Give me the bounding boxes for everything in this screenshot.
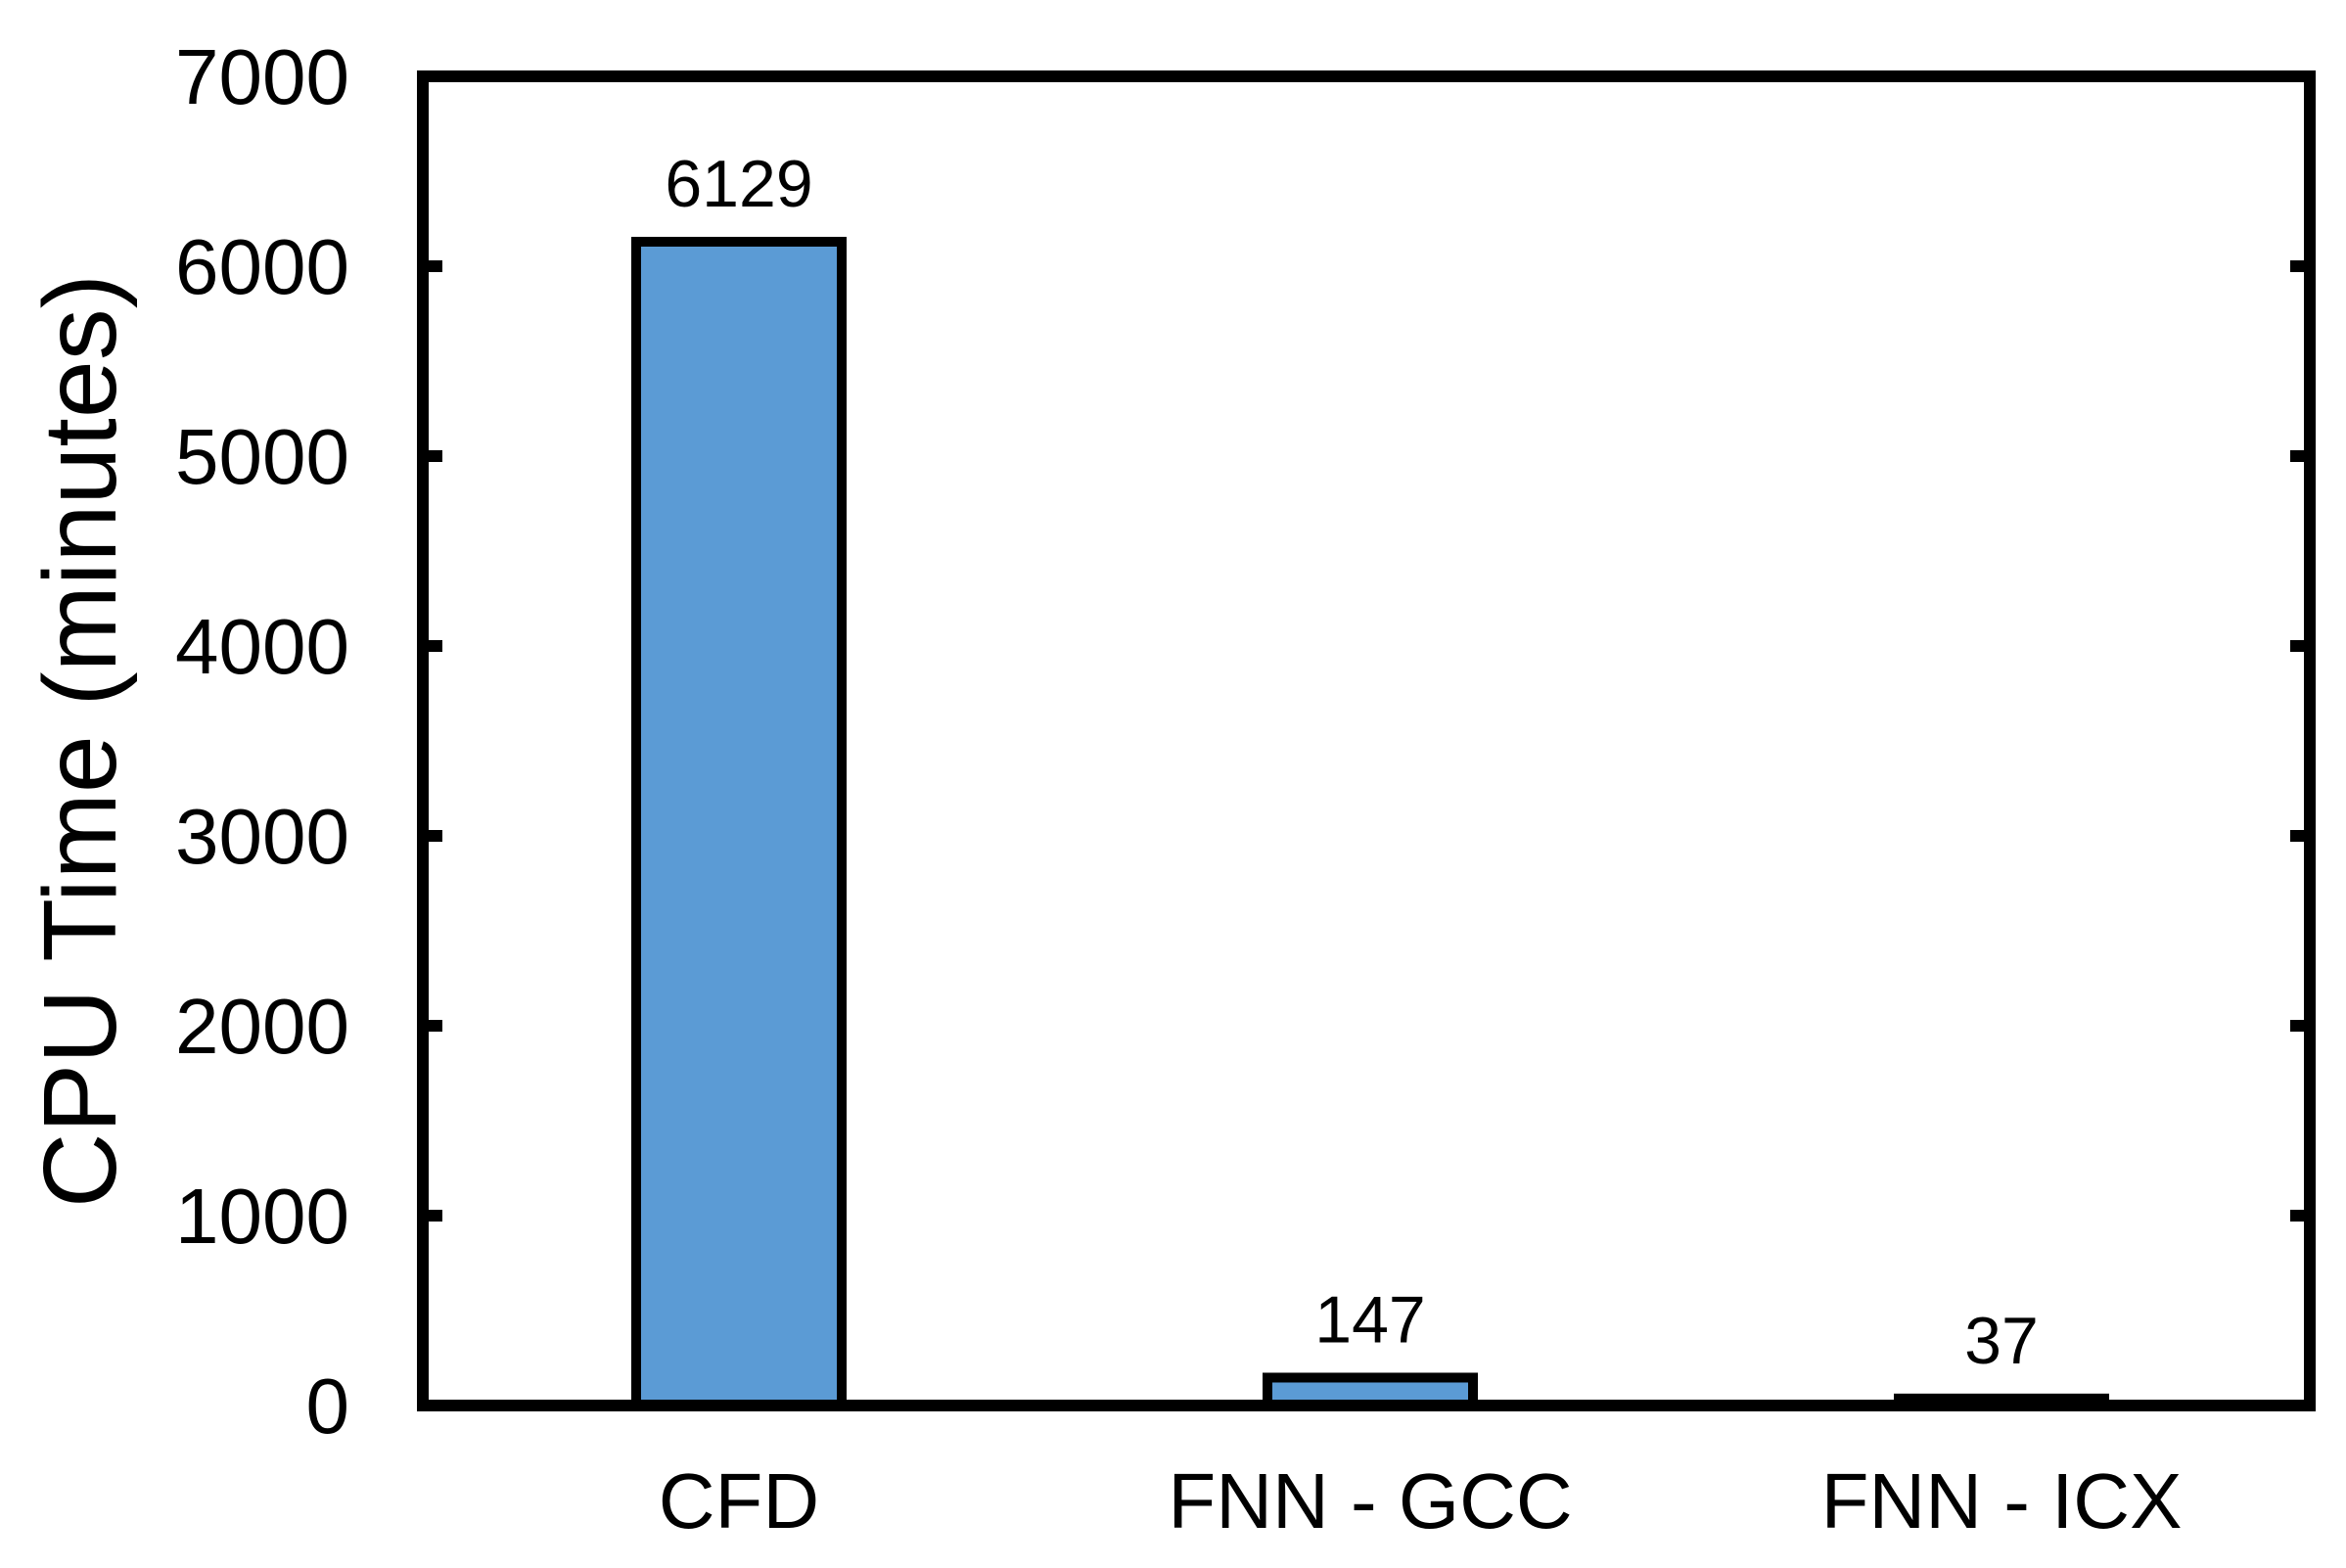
y-tick-label-1000: 1000 xyxy=(175,1173,349,1260)
bars xyxy=(631,236,2109,1411)
bar-1 xyxy=(631,236,847,1410)
y-tick-label-0: 0 xyxy=(306,1362,350,1450)
category-label-2: FNN - GCC xyxy=(1168,1457,1572,1545)
category-label-1: CFD xyxy=(659,1457,819,1545)
data-labels: 6129 147 37 xyxy=(665,147,2038,1378)
y-tick-label-5000: 5000 xyxy=(175,413,349,500)
y-axis-tick-labels: 0 1000 2000 3000 4000 5000 6000 7000 xyxy=(175,33,349,1450)
y-tick-label-4000: 4000 xyxy=(175,603,349,690)
plot-area-frame xyxy=(417,70,2316,1411)
data-label-2: 147 xyxy=(1314,1282,1425,1357)
y-tick-label-2000: 2000 xyxy=(175,983,349,1070)
category-label-3: FNN - ICX xyxy=(1821,1457,2183,1545)
data-label-3: 37 xyxy=(1964,1304,2039,1378)
y-tick-label-7000: 7000 xyxy=(175,33,349,120)
x-axis-category-labels: CFD FNN - GCC FNN - ICX xyxy=(659,1457,2183,1545)
data-label-1: 6129 xyxy=(665,147,812,221)
y-tick-label-3000: 3000 xyxy=(175,793,349,880)
y-axis-title: CPU Time (minutes) xyxy=(23,274,138,1208)
y-tick-label-6000: 6000 xyxy=(175,223,349,310)
